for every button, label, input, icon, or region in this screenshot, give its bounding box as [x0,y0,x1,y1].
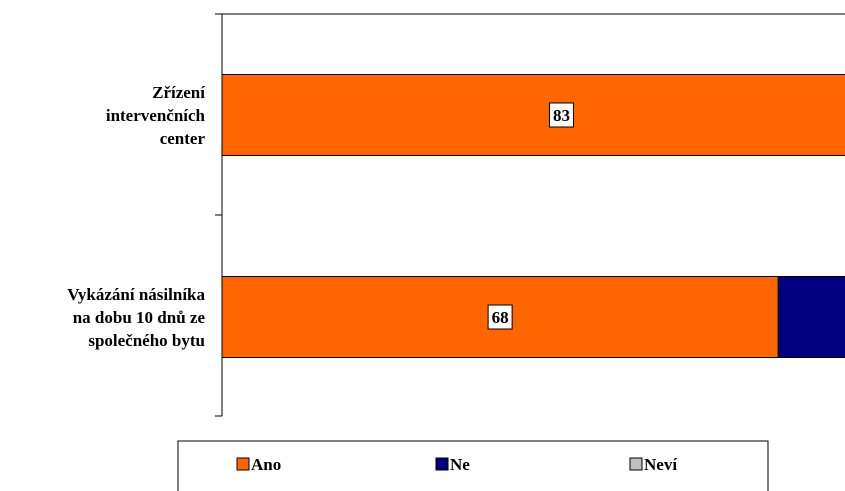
legend-label-ne: Ne [450,455,470,474]
category-label: společného bytu [88,331,205,350]
data-label-box [487,304,513,330]
data-label-box [548,102,574,128]
category-label: Zřízení [152,83,205,102]
legend-swatch-ano [236,457,250,471]
bar-segment-ano [221,74,845,156]
legend-swatch-ne [435,457,449,471]
legend-label-neví: Neví [644,455,677,474]
data-label: 68 [492,308,509,327]
data-label: 83 [553,106,570,125]
bar-segment-ne [777,276,845,358]
legend-box [177,440,769,491]
category-label: na dobu 10 dnů ze [73,308,206,327]
category-label: center [160,129,206,148]
legend-swatch-neví [629,457,643,471]
category-label: Vykázání násilníka [67,285,205,304]
category-label: intervenčních [106,106,206,125]
legend-label-ano: Ano [251,455,281,474]
